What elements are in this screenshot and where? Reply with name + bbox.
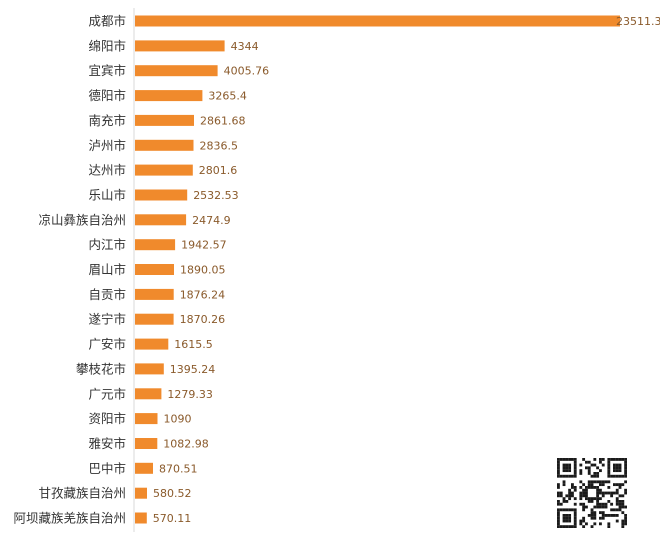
value-label: 1395.24 [170, 363, 216, 376]
value-label: 870.51 [159, 462, 198, 475]
value-label: 1279.33 [167, 388, 213, 401]
bar [135, 438, 158, 449]
category-label: 眉山市 [88, 262, 126, 277]
value-labels-layer: 23511.3 4344 4005.76 3265.4 2861.68 2836.5 280… [153, 15, 660, 525]
value-label: 2801.6 [199, 164, 238, 177]
category-label: 甘孜藏族自治州 [38, 486, 126, 501]
bar [135, 288, 174, 300]
category-label: 攀枝花市 [76, 361, 126, 376]
value-label: 3265.4 [208, 90, 247, 103]
bar [135, 462, 153, 474]
bar [135, 90, 203, 102]
category-labels-layer: 成都市绵阳市宜宾市德阳市南充市泸州市达州市乐山市凉山彝族自治州内江市眉山市自贡市… [13, 14, 126, 526]
value-label: 1890.05 [180, 264, 226, 277]
category-label: 巴中市 [88, 461, 126, 476]
value-label: 2532.53 [193, 189, 239, 202]
bar [135, 363, 164, 375]
category-label: 南充市 [88, 113, 126, 128]
bar [135, 239, 176, 251]
value-label: 1870.26 [180, 313, 226, 326]
bars-layer [135, 15, 620, 524]
category-label: 阿坝藏族羌族自治州 [13, 511, 126, 526]
category-label: 雅安市 [88, 436, 126, 451]
category-label: 资阳市 [88, 411, 126, 426]
bar [135, 413, 158, 425]
category-label: 凉山彝族自治州 [38, 212, 126, 227]
value-label: 2836.5 [200, 139, 239, 152]
bar [135, 40, 225, 52]
bar [135, 264, 174, 275]
bar [135, 139, 194, 151]
category-label: 乐山市 [88, 188, 126, 203]
bar [135, 388, 162, 400]
value-label: 580.52 [153, 487, 192, 500]
category-label: 绵阳市 [88, 38, 126, 53]
bar [135, 512, 147, 524]
value-label: 1942.57 [181, 239, 227, 252]
bar [135, 189, 188, 201]
bar [135, 164, 193, 176]
value-label: 570.11 [153, 512, 192, 525]
bar [135, 313, 174, 325]
value-label: 4344 [231, 40, 259, 53]
value-label: 1090 [164, 413, 192, 426]
bar [135, 487, 147, 499]
category-label: 达州市 [88, 163, 126, 178]
category-label: 成都市 [88, 14, 126, 29]
category-label: 遂宁市 [88, 312, 126, 327]
qr-code-icon [557, 458, 628, 529]
bar [135, 15, 620, 27]
value-label: 1876.24 [180, 288, 226, 301]
category-label: 宜宾市 [88, 63, 126, 78]
category-label: 广元市 [88, 386, 126, 401]
category-label: 泸州市 [88, 138, 126, 153]
bar [135, 114, 194, 126]
value-label: 1082.98 [163, 438, 209, 451]
value-label: 23511.3 [616, 15, 660, 28]
category-label: 内江市 [88, 237, 126, 252]
bar [135, 65, 218, 77]
value-label: 2861.68 [200, 114, 246, 127]
category-label: 自贡市 [88, 287, 126, 302]
value-label: 4005.76 [224, 65, 270, 78]
category-label: 广安市 [88, 337, 126, 352]
category-label: 德阳市 [88, 88, 126, 103]
value-label: 1615.5 [174, 338, 213, 351]
bar [135, 338, 169, 350]
bar [135, 214, 187, 226]
value-label: 2474.9 [192, 214, 231, 227]
